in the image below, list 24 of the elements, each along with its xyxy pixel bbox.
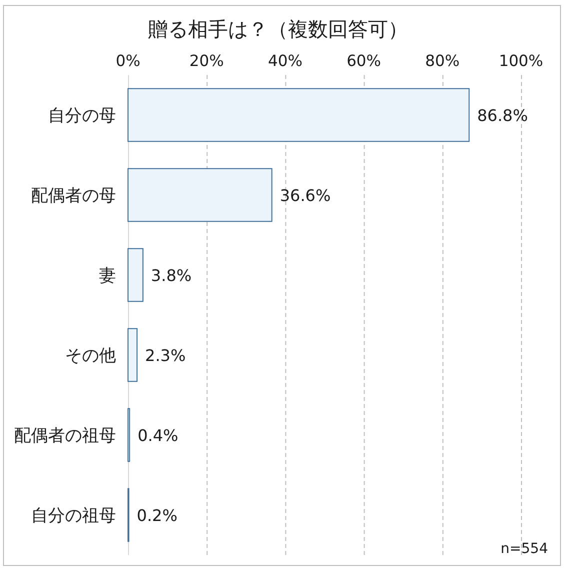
y-tick-label: 配偶者の母 — [31, 186, 116, 206]
bar — [128, 168, 272, 222]
y-tick-label: 配偶者の祖母 — [14, 426, 116, 446]
x-tick-label: 0% — [116, 52, 140, 70]
data-label: 0.2% — [136, 506, 178, 525]
bar — [128, 248, 144, 302]
x-tick-label: 100% — [498, 52, 544, 70]
bar — [128, 328, 138, 382]
x-tick-label: 20% — [189, 52, 224, 70]
annotation: n=554 — [500, 541, 548, 557]
data-label: 86.8% — [477, 106, 528, 125]
bar — [128, 88, 470, 142]
y-tick-label: 妻 — [99, 266, 116, 286]
x-tick-label: 60% — [346, 52, 382, 70]
data-label: 2.3% — [145, 346, 186, 365]
x-tick-label: 80% — [425, 52, 460, 70]
y-tick-label: 自分の祖母 — [31, 506, 116, 526]
y-tick-label: その他 — [65, 346, 116, 366]
data-label: 36.6% — [280, 186, 331, 205]
chart-title: 贈る相手は？（複数回答可） — [148, 17, 408, 41]
data-label: 3.8% — [150, 266, 192, 285]
data-label: 0.4% — [138, 426, 178, 445]
y-tick-label: 自分の母 — [48, 106, 116, 126]
x-tick-label: 40% — [268, 52, 302, 70]
